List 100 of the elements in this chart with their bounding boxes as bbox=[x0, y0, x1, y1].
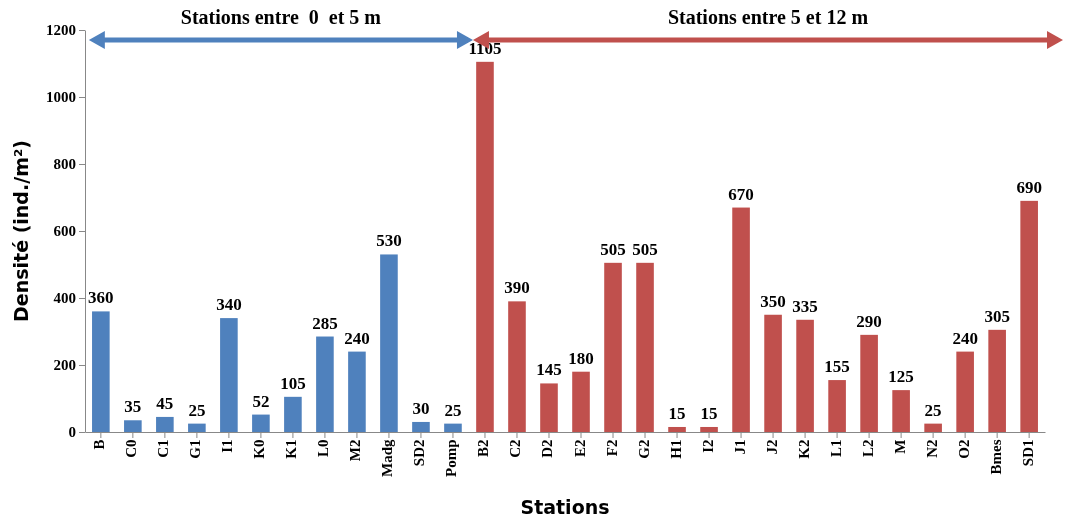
data-label: 530 bbox=[376, 231, 402, 251]
x-tick-label: M bbox=[891, 439, 908, 454]
x-tick-label: K2 bbox=[795, 439, 812, 459]
bar bbox=[572, 371, 590, 432]
x-tick-label: Bmes bbox=[987, 439, 1004, 475]
x-tick-label: SD1 bbox=[1019, 439, 1036, 467]
y-axis-title: Densité (ind./m²) bbox=[10, 140, 32, 322]
x-tick-label: L2 bbox=[859, 439, 876, 458]
data-label: 505 bbox=[600, 239, 626, 259]
data-label: 35 bbox=[124, 397, 142, 417]
x-tick-label: E2 bbox=[571, 439, 588, 458]
data-label: 350 bbox=[760, 291, 786, 311]
x-tick-label: H1 bbox=[667, 439, 684, 459]
bar bbox=[92, 311, 110, 432]
bar bbox=[700, 426, 718, 432]
x-tick-label: J1 bbox=[731, 439, 748, 455]
data-label: 125 bbox=[888, 367, 914, 387]
x-tick-label: Madg bbox=[379, 439, 396, 477]
bar bbox=[476, 61, 494, 432]
bar bbox=[380, 254, 398, 432]
bar bbox=[892, 390, 910, 432]
x-axis-title: Stations bbox=[520, 496, 610, 518]
text: Stations entre 5 et 12 m bbox=[667, 6, 869, 28]
data-label: 25 bbox=[188, 400, 206, 420]
x-tick-label: I1 bbox=[219, 439, 236, 453]
data-label: 340 bbox=[216, 295, 242, 315]
bar bbox=[252, 414, 270, 432]
data-label: 30 bbox=[412, 398, 430, 418]
bar bbox=[316, 336, 334, 432]
bar bbox=[796, 319, 814, 432]
bar bbox=[956, 351, 974, 432]
data-label: 105 bbox=[280, 373, 306, 393]
data-label: 390 bbox=[504, 278, 530, 298]
x-tick-label: C1 bbox=[155, 439, 172, 458]
bar bbox=[508, 301, 526, 432]
data-label: 505 bbox=[632, 239, 658, 259]
bar bbox=[860, 334, 878, 432]
bar bbox=[636, 262, 654, 432]
bar bbox=[284, 396, 302, 432]
x-tick-label: K1 bbox=[283, 439, 300, 459]
x-tick-label: J2 bbox=[763, 439, 780, 455]
data-label: 155 bbox=[824, 357, 850, 377]
y-tick-label: 1000 bbox=[46, 89, 76, 106]
y-tick-label: 0 bbox=[68, 424, 76, 441]
x-tick-label: F2 bbox=[603, 439, 620, 457]
text: Stations entre 0 et 5 m bbox=[180, 6, 382, 28]
y-tick-label: 200 bbox=[53, 357, 76, 374]
x-tick-label: O2 bbox=[955, 439, 972, 459]
x-tick-label: B2 bbox=[475, 439, 492, 458]
bar bbox=[540, 383, 558, 432]
y-tick-label: 1200 bbox=[46, 22, 76, 39]
data-label: 290 bbox=[856, 311, 882, 331]
bar bbox=[604, 262, 622, 432]
bar bbox=[988, 329, 1006, 432]
bar bbox=[668, 426, 686, 432]
x-tick-label: C0 bbox=[123, 439, 140, 458]
bar bbox=[1020, 200, 1038, 432]
data-label: 360 bbox=[88, 288, 114, 308]
bar bbox=[444, 423, 462, 432]
y-tick-label: 600 bbox=[53, 223, 76, 240]
x-tick-label: K0 bbox=[251, 439, 268, 459]
x-tick-label: D2 bbox=[539, 439, 556, 458]
x-tick-label: L1 bbox=[827, 439, 844, 458]
data-label: 25 bbox=[444, 400, 462, 420]
data-label: 670 bbox=[728, 184, 754, 204]
bar bbox=[764, 314, 782, 432]
data-label: 25 bbox=[924, 400, 942, 420]
data-label: 15 bbox=[700, 403, 718, 423]
bar bbox=[412, 421, 430, 432]
bar bbox=[732, 207, 750, 432]
data-label: 240 bbox=[344, 328, 370, 348]
data-label: 45 bbox=[156, 393, 174, 413]
bar bbox=[828, 380, 846, 432]
bar bbox=[348, 351, 366, 432]
y-tick-label: 400 bbox=[53, 290, 76, 307]
x-tick-label: L0 bbox=[315, 439, 332, 458]
data-label: 52 bbox=[252, 391, 270, 411]
x-tick-label: I2 bbox=[699, 439, 716, 453]
x-tick-label: G2 bbox=[635, 439, 652, 459]
data-label: 240 bbox=[952, 328, 978, 348]
x-tick-label: M2 bbox=[347, 439, 364, 462]
data-label: 180 bbox=[568, 348, 594, 368]
bar bbox=[124, 420, 142, 432]
data-label: 690 bbox=[1016, 177, 1042, 197]
x-tick-label: N2 bbox=[923, 439, 940, 458]
bar bbox=[188, 423, 206, 432]
x-tick-label: C2 bbox=[507, 439, 524, 458]
data-label: 305 bbox=[984, 306, 1010, 326]
data-label: 335 bbox=[792, 296, 818, 316]
bar bbox=[156, 416, 174, 432]
data-label: 15 bbox=[668, 403, 686, 423]
y-tick-label: 800 bbox=[53, 156, 76, 173]
x-tick-label: B bbox=[91, 439, 108, 450]
bar bbox=[220, 318, 238, 432]
data-label: 145 bbox=[536, 360, 562, 380]
bar bbox=[924, 423, 942, 432]
x-tick-label: Pomp bbox=[443, 439, 460, 477]
x-tick-label: SD2 bbox=[411, 439, 428, 467]
x-tick-label: G1 bbox=[187, 439, 204, 459]
data-label: 285 bbox=[312, 313, 338, 333]
